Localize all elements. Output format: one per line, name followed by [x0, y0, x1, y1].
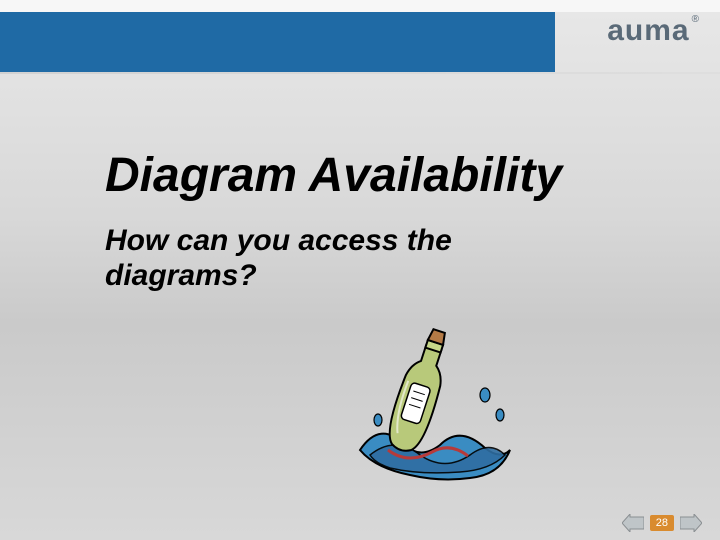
slide-footer: 28: [622, 514, 702, 532]
bottle-clipart: [350, 300, 520, 490]
droplet-icon: [496, 409, 504, 421]
slide-subtitle: How can you access the diagrams?: [105, 224, 565, 293]
slide: auma® Diagram Availability How can you a…: [0, 0, 720, 540]
registered-mark: ®: [692, 14, 700, 25]
header-divider: [0, 72, 720, 74]
next-arrow-icon[interactable]: [680, 514, 702, 532]
brand-name: auma: [607, 14, 689, 47]
header-band: [0, 12, 555, 72]
page-number: 28: [650, 515, 674, 531]
brand-logo: auma®: [607, 14, 698, 48]
slide-title: Diagram Availability: [105, 148, 562, 203]
prev-arrow-icon[interactable]: [622, 514, 644, 532]
droplet-icon: [374, 414, 382, 426]
droplet-icon: [480, 388, 490, 402]
